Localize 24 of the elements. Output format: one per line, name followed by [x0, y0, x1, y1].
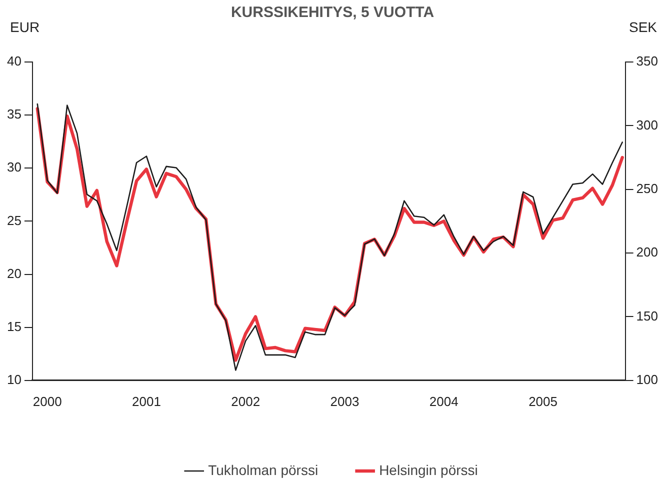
x-tick-label: 2001 [132, 394, 161, 409]
y-tick-label: 15 [6, 318, 22, 334]
y2-tick-label: 150 [636, 308, 658, 324]
x-tick-label: 2002 [231, 394, 260, 409]
y-tick-label: 30 [6, 160, 22, 175]
x-tick-label: 2000 [32, 394, 62, 409]
y2-tick-label: 200 [636, 244, 658, 260]
y-tick-label: 10 [6, 372, 22, 387]
y-tick-label: 35 [6, 106, 22, 122]
y2-tick-label: 350 [636, 54, 658, 69]
y2-tick-label: 250 [636, 180, 658, 196]
x-tick-label: 2003 [330, 394, 360, 409]
x-tick-label: 2005 [528, 394, 558, 409]
y2-axis-title: SEK [628, 18, 658, 35]
y-tick-label: 20 [6, 266, 22, 281]
y2-tick-label: 300 [636, 117, 658, 132]
x-tick-label: 2004 [429, 394, 458, 409]
legend-label: Helsingin pörssi [379, 462, 478, 478]
y-tick-label: 25 [6, 212, 22, 228]
y2-tick-label: 100 [636, 372, 658, 387]
legend-label: Tukholman pörssi [208, 462, 318, 478]
chart-title: KURSSIKEHITYS, 5 VUOTTA [230, 4, 434, 22]
y-axis-title: EUR [10, 18, 40, 35]
y-tick-label: 40 [6, 54, 22, 69]
